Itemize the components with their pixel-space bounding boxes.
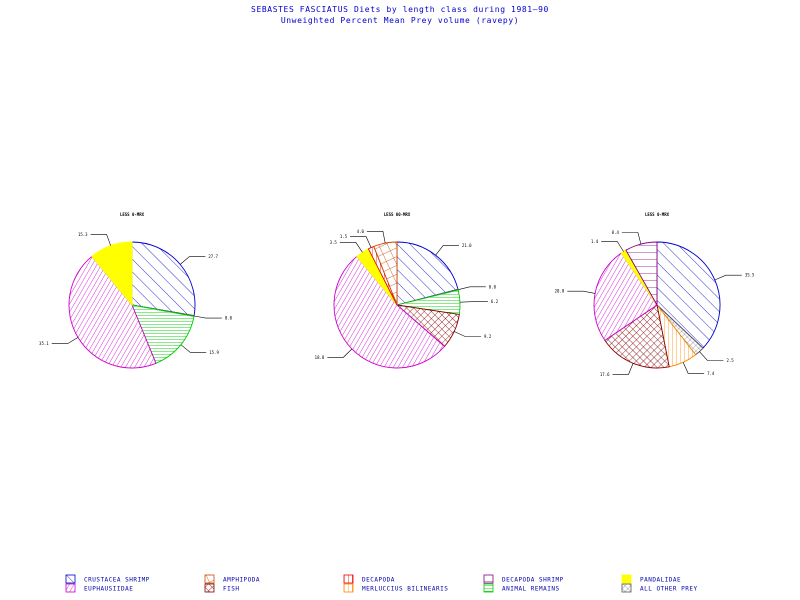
pie-3: LESS 0-MRX 35.5 2.5 7.4 17.6 28.8 1.4 8.4 bbox=[555, 212, 755, 377]
legend-swatch bbox=[621, 574, 632, 584]
pie-slice-crustacea-shrimp bbox=[656, 241, 721, 349]
legend-swatch bbox=[343, 583, 354, 593]
chart-subtitle: Unweighted Percent Mean Prey volume (rav… bbox=[280, 16, 520, 25]
pie-title: LESS 0-MRX bbox=[645, 212, 670, 217]
legend-label: DECAPODA bbox=[362, 577, 395, 584]
slice-label: 6.2 bbox=[491, 299, 499, 304]
legend-label: ANIMAL REMAINS bbox=[502, 586, 560, 593]
legend-item-decapoda-shrimp: DECAPODA SHRIMP bbox=[483, 574, 564, 584]
slice-label: 35.5 bbox=[745, 273, 755, 278]
legend-swatch bbox=[204, 574, 215, 584]
slice-label: 1.5 bbox=[340, 234, 348, 239]
slice-label: 0.0 bbox=[225, 316, 233, 321]
pie-slice-crustacea-shrimp bbox=[131, 241, 196, 317]
leader-line bbox=[180, 344, 207, 353]
leader-line bbox=[454, 331, 482, 337]
legend-item-animal-remains: ANIMAL REMAINS bbox=[483, 583, 560, 593]
slice-label: 8.4 bbox=[612, 230, 620, 235]
leader-line bbox=[612, 363, 634, 375]
leader-line bbox=[682, 362, 705, 374]
slice-label: 4.0 bbox=[357, 229, 365, 234]
pie-slice-pandalidae bbox=[91, 241, 133, 307]
leader-line bbox=[699, 351, 724, 361]
legend-swatch bbox=[65, 574, 76, 584]
legend-swatch bbox=[621, 583, 632, 593]
legend-item-euphausiidae: EUPHAUSIIDAE bbox=[65, 583, 133, 593]
leader-line bbox=[339, 242, 363, 253]
legend-swatch bbox=[483, 574, 494, 584]
pie-slice-amphipoda bbox=[373, 241, 398, 306]
legend-item-crustacea-shrimp: CRUSTACEA SHRIMP bbox=[65, 574, 150, 584]
legend-item-amphipoda: AMPHIPODA bbox=[204, 574, 260, 584]
chart-title-block: SEBASTES FASCIATUS Diets by length class… bbox=[0, 4, 800, 26]
legend-swatch bbox=[204, 583, 215, 593]
legend-label: EUPHAUSIIDAE bbox=[84, 586, 133, 593]
legend-item-fish: FISH bbox=[204, 583, 239, 593]
slice-label: 9.2 bbox=[484, 334, 492, 339]
pie-1: LESS 0-MRX 27.7 0.0 15.9 35.1 15.3 bbox=[39, 212, 233, 369]
leader-line bbox=[90, 234, 111, 246]
pie-title: LESS 0-MRX bbox=[120, 212, 145, 217]
legend-swatch bbox=[483, 583, 494, 593]
pies-layer: LESS 0-MRX 27.7 0.0 15.9 35.1 15.3 LESS 00-MRX… bbox=[39, 212, 755, 377]
pie-slice-decapoda-shrimp bbox=[625, 241, 658, 307]
legend-label: CRUSTACEA SHRIMP bbox=[84, 577, 150, 584]
legend-label: ALL OTHER PREY bbox=[640, 586, 698, 593]
slice-label: 21.0 bbox=[462, 243, 472, 248]
leader-line bbox=[366, 231, 386, 244]
leader-line bbox=[459, 301, 488, 303]
legend-swatch bbox=[65, 583, 76, 593]
legend-swatch bbox=[343, 574, 354, 584]
leader-line bbox=[350, 236, 372, 248]
slice-label: 15.9 bbox=[209, 350, 219, 355]
legend-item-merluccius-bilinearis: MERLUCCIUS BILINEARIS bbox=[343, 583, 448, 593]
pie-title: LESS 00-MRX bbox=[384, 212, 411, 217]
slice-label: 1.4 bbox=[591, 239, 599, 244]
slice-label: 7.4 bbox=[707, 371, 715, 376]
legend: CRUSTACEA SHRIMP EUPHAUSIIDAE AMPHIPODA FIS… bbox=[65, 574, 698, 593]
slice-label: 35.1 bbox=[39, 341, 49, 346]
slice-label: 18.8 bbox=[315, 355, 325, 360]
pie-slice-fish bbox=[604, 304, 670, 369]
slice-label: 3.5 bbox=[330, 240, 338, 245]
slice-label: 27.7 bbox=[208, 254, 218, 259]
legend-item-decapoda: DECAPODA bbox=[343, 574, 395, 584]
slice-label: 2.5 bbox=[726, 358, 734, 363]
leader-line bbox=[567, 290, 596, 294]
leader-line bbox=[601, 241, 624, 252]
pie-slice-crustacea-shrimp bbox=[396, 241, 459, 306]
legend-label: MERLUCCIUS BILINEARIS bbox=[362, 586, 448, 593]
legend-label: DECAPODA SHRIMP bbox=[502, 577, 564, 584]
slice-label: 15.3 bbox=[78, 232, 88, 237]
slice-label: 0.0 bbox=[489, 284, 497, 289]
slice-label: 28.8 bbox=[555, 289, 565, 294]
leader-line bbox=[180, 256, 206, 265]
leader-line bbox=[51, 337, 79, 344]
leader-line bbox=[193, 315, 222, 319]
legend-label: FISH bbox=[223, 586, 239, 593]
chart-title: SEBASTES FASCIATUS Diets by length class… bbox=[251, 5, 549, 14]
pie-2: LESS 00-MRX 21.0 0.0 6.2 9.2 18.8 3.51.5 4.0 bbox=[315, 212, 499, 369]
leader-line bbox=[435, 245, 459, 256]
legend-label: AMPHIPODA bbox=[223, 577, 260, 584]
leader-line bbox=[458, 286, 486, 290]
slice-label: 17.6 bbox=[600, 372, 610, 377]
legend-item-all-other-prey: ALL OTHER PREY bbox=[621, 583, 698, 593]
leader-line bbox=[327, 348, 353, 358]
leader-line bbox=[621, 232, 642, 245]
leader-line bbox=[714, 274, 742, 281]
legend-item-pandalidae: PANDALIDAE bbox=[621, 574, 681, 584]
pie-slice-euphausiidae bbox=[593, 252, 658, 342]
legend-label: PANDALIDAE bbox=[640, 577, 681, 584]
